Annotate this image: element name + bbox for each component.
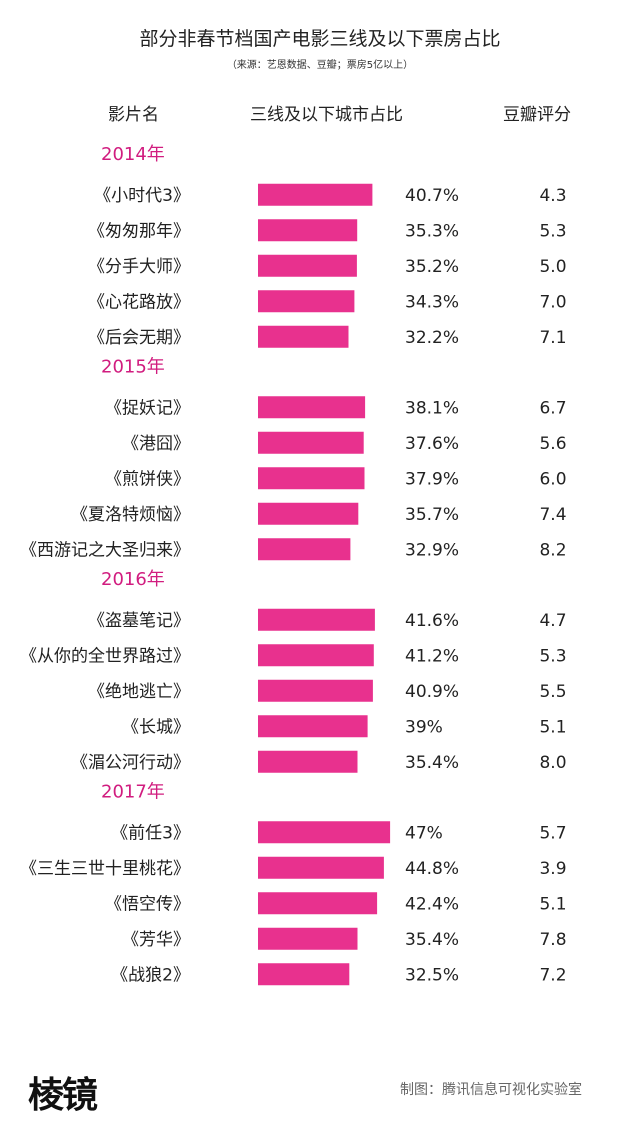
column-header-low-tier-ratio: 三线及以下城市占比	[250, 105, 403, 125]
value-label: 35.4%	[405, 930, 459, 950]
year-label: 2014年	[101, 144, 165, 165]
column-header-film-name: 影片名	[108, 105, 159, 125]
value-label: 41.2%	[405, 646, 459, 666]
year-label: 2016年	[101, 569, 165, 590]
score-label: 6.7	[539, 398, 566, 418]
score-label: 7.2	[539, 965, 566, 985]
score-label: 7.8	[539, 930, 566, 950]
bar	[258, 821, 391, 844]
film-name-label: 《绝地逃亡》	[88, 682, 190, 702]
film-name-label: 《三生三世十里桃花》	[20, 859, 190, 879]
value-label: 44.8%	[405, 859, 459, 879]
bar	[258, 715, 368, 738]
film-name-label: 《匆匆那年》	[88, 221, 190, 241]
value-label: 35.2%	[405, 257, 459, 277]
bar	[258, 750, 358, 773]
film-name-label: 《从你的全世界路过》	[20, 646, 190, 666]
bar	[258, 219, 358, 242]
bar	[258, 892, 378, 915]
value-label: 35.4%	[405, 753, 459, 773]
value-label: 34.3%	[405, 292, 459, 312]
bar	[258, 856, 384, 879]
bar	[258, 290, 355, 313]
bar	[258, 644, 374, 667]
film-name-label: 《悟空传》	[105, 894, 190, 914]
year-label: 2017年	[101, 782, 165, 803]
bar	[258, 467, 365, 490]
chart-title: 部分非春节档国产电影三线及以下票房占比	[139, 28, 501, 50]
film-name-label: 《港囧》	[122, 434, 190, 454]
value-label: 32.2%	[405, 328, 459, 348]
film-name-label: 《分手大师》	[88, 257, 190, 277]
score-label: 4.3	[539, 186, 566, 206]
score-label: 5.0	[539, 257, 566, 277]
value-label: 37.6%	[405, 434, 459, 454]
bar	[258, 502, 359, 525]
bar	[258, 396, 366, 419]
score-label: 8.0	[539, 753, 566, 773]
score-label: 5.6	[539, 434, 566, 454]
bar	[258, 325, 349, 348]
score-label: 5.5	[539, 682, 566, 702]
film-name-label: 《芳华》	[122, 930, 190, 950]
score-label: 5.7	[539, 823, 566, 843]
value-label: 40.7%	[405, 186, 459, 206]
value-label: 35.7%	[405, 505, 459, 525]
value-label: 37.9%	[405, 469, 459, 489]
score-label: 4.7	[539, 611, 566, 631]
film-name-label: 《夏洛特烦恼》	[71, 505, 190, 525]
value-label: 35.3%	[405, 221, 459, 241]
year-label: 2015年	[101, 357, 165, 378]
score-label: 7.4	[539, 505, 566, 525]
bar	[258, 431, 364, 454]
bar	[258, 254, 357, 277]
film-name-label: 《盗墓笔记》	[88, 611, 190, 631]
column-header-douban-score: 豆瓣评分	[503, 105, 571, 125]
bar	[258, 538, 351, 561]
film-name-label: 《战狼2》	[111, 965, 190, 985]
score-label: 5.1	[539, 894, 566, 914]
film-name-label: 《小时代3》	[94, 186, 190, 206]
film-name-label: 《心花路放》	[88, 292, 190, 312]
value-label: 47%	[405, 823, 443, 843]
credit-text: 制图：腾讯信息可视化实验室	[400, 1082, 582, 1098]
score-label: 7.1	[539, 328, 566, 348]
value-label: 38.1%	[405, 398, 459, 418]
score-label: 5.3	[539, 221, 566, 241]
value-label: 40.9%	[405, 682, 459, 702]
score-label: 8.2	[539, 540, 566, 560]
value-label: 32.5%	[405, 965, 459, 985]
logo: 棱镜	[28, 1075, 98, 1116]
value-label: 39%	[405, 717, 443, 737]
film-name-label: 《西游记之大圣归来》	[20, 540, 190, 560]
bar	[258, 679, 373, 702]
chart-subtitle: （来源：艺恩数据、豆瓣；票房5亿以上）	[226, 60, 414, 71]
bar	[258, 608, 375, 631]
score-label: 5.3	[539, 646, 566, 666]
bar	[258, 183, 373, 206]
score-label: 6.0	[539, 469, 566, 489]
value-label: 41.6%	[405, 611, 459, 631]
value-label: 42.4%	[405, 894, 459, 914]
film-name-label: 《长城》	[122, 717, 190, 737]
bar	[258, 963, 350, 986]
score-label: 3.9	[539, 859, 566, 879]
score-label: 7.0	[539, 292, 566, 312]
score-label: 5.1	[539, 717, 566, 737]
film-name-label: 《前任3》	[111, 823, 190, 843]
value-label: 32.9%	[405, 540, 459, 560]
film-name-label: 《捉妖记》	[105, 398, 190, 418]
film-name-label: 《湄公河行动》	[71, 753, 190, 773]
film-name-label: 《后会无期》	[88, 328, 190, 348]
bar	[258, 927, 358, 950]
film-name-label: 《煎饼侠》	[105, 469, 190, 489]
